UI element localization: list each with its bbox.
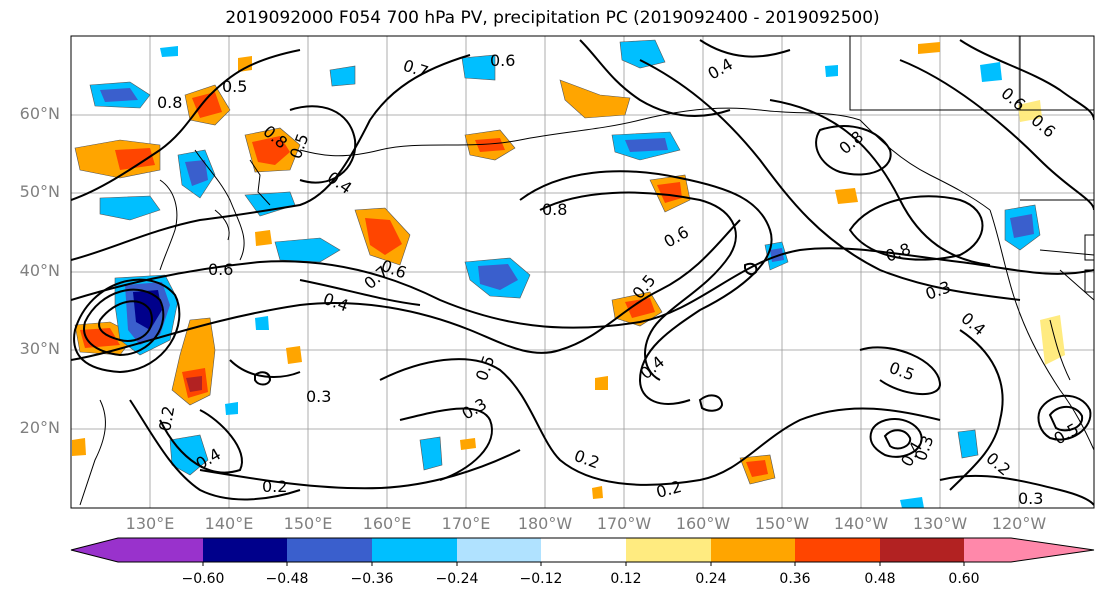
lon-label: 130°W — [912, 514, 968, 533]
colorbar-tick-label: −0.60 — [181, 571, 225, 587]
colorbar-swatch — [203, 538, 287, 562]
colorbar-swatch — [457, 538, 541, 562]
coastlines — [79, 36, 1094, 506]
lat-label: 20°N — [19, 418, 60, 437]
colorbar-tick-label: −0.48 — [265, 571, 309, 587]
lat-label: 50°N — [19, 182, 60, 201]
colorbar-tick-label: −0.12 — [519, 571, 563, 587]
colorbar-tick-label: −0.36 — [350, 571, 394, 587]
colorbar-tick-label: 0.12 — [610, 571, 642, 587]
colorbar-swatch — [287, 538, 372, 562]
contour-label: 0.5 — [222, 77, 247, 96]
colorbar-swatch — [118, 538, 203, 562]
colorbar-swatch — [372, 538, 457, 562]
contour-label: 0.6 — [490, 51, 515, 70]
contour-label: 0.6 — [208, 260, 233, 279]
lon-label: 120°W — [991, 514, 1047, 533]
contour-label: 0.8 — [542, 200, 567, 219]
colorbar-swatch — [880, 538, 964, 562]
pv-contours — [71, 39, 1094, 506]
contour-label: 0.2 — [155, 404, 178, 432]
contour-label: 0.2 — [262, 477, 287, 496]
colorbar — [70, 537, 1095, 566]
colorbar-tick-label: 0.36 — [779, 571, 811, 587]
colorbar-tick-label: 0.24 — [695, 571, 727, 587]
colorbar-tick-label: 0.48 — [864, 571, 896, 587]
lon-label: 140°W — [833, 514, 889, 533]
lon-label: 180°W — [517, 514, 573, 533]
colorbar-swatch — [711, 538, 795, 562]
lon-label: 150°E — [283, 514, 333, 533]
colorbar-tick-label: −0.24 — [435, 571, 479, 587]
colorbar-swatch — [541, 538, 626, 562]
colorbar-swatch — [964, 538, 1011, 562]
lat-label: 40°N — [19, 261, 60, 280]
colorbar-tick-label: 0.60 — [948, 571, 980, 587]
lon-label: 160°W — [675, 514, 731, 533]
lon-label: 150°W — [754, 514, 810, 533]
precip-positive-shading — [72, 42, 1065, 499]
map-title: 2019092000 F054 700 hPa PV, precipitatio… — [225, 8, 880, 28]
colorbar-swatch — [626, 538, 711, 562]
lon-label: 170°E — [441, 514, 491, 533]
lon-label: 160°E — [362, 514, 412, 533]
lat-label: 30°N — [19, 339, 60, 358]
contour-label: 0.8 — [157, 93, 182, 112]
contour-label: 0.3 — [306, 387, 331, 406]
lon-label: 140°E — [204, 514, 254, 533]
lon-label: 170°W — [596, 514, 652, 533]
lon-label: 130°E — [125, 514, 175, 533]
lat-label: 60°N — [19, 104, 60, 123]
contour-label: 0.3 — [1018, 489, 1043, 508]
colorbar-swatch — [795, 538, 880, 562]
